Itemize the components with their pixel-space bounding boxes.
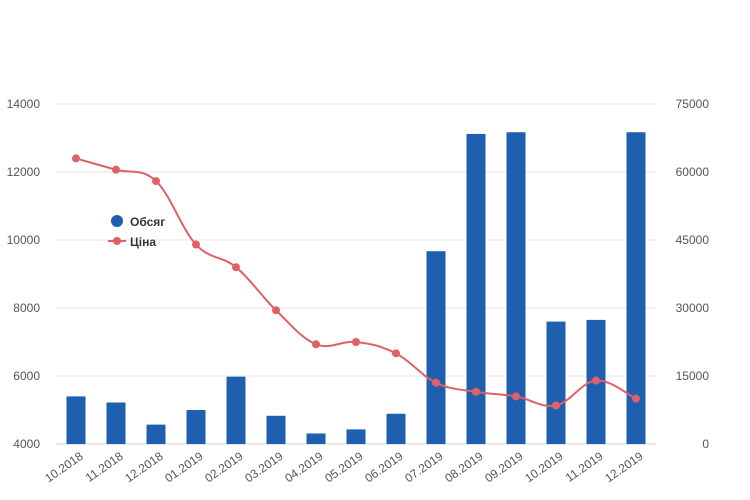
price-point <box>392 349 400 358</box>
x-axis-tick-label: 07.2019 <box>402 449 446 486</box>
line-series <box>72 154 640 410</box>
right-axis-tick-label: 60000 <box>676 165 710 179</box>
price-point <box>432 378 440 387</box>
price-point <box>72 154 80 163</box>
left-axis-tick-label: 10000 <box>7 233 41 247</box>
legend-price-marker <box>113 237 121 245</box>
price-point <box>512 392 520 401</box>
x-axis-tick-label: 08.2019 <box>442 449 486 486</box>
bar <box>306 433 326 444</box>
x-axis-tick-label: 04.2019 <box>282 449 326 486</box>
bar-series <box>66 132 646 445</box>
left-axis: 4000 6000 8000 10000 12000 14000 <box>7 97 41 451</box>
bar <box>546 321 566 444</box>
x-axis-tick-label: 09.2019 <box>482 449 526 486</box>
x-axis-tick-label: 11.2018 <box>83 449 126 485</box>
bar <box>506 132 526 444</box>
legend-volume-label: Обсяг <box>130 215 165 229</box>
legend-item-volume[interactable]: Обсяг <box>111 215 165 229</box>
bar <box>346 429 366 444</box>
x-axis-tick-label: 01.2019 <box>162 449 206 486</box>
legend-volume-swatch <box>111 215 123 227</box>
price-point <box>312 340 320 349</box>
bar <box>186 410 206 444</box>
left-axis-tick-label: 6000 <box>13 369 40 383</box>
x-axis-tick-label: 02.2019 <box>202 449 246 486</box>
x-axis-tick-label: 12.2019 <box>602 449 646 486</box>
right-axis-tick-label: 30000 <box>676 301 710 315</box>
bar <box>226 376 246 444</box>
bar <box>466 133 486 445</box>
bar <box>626 132 646 444</box>
left-axis-tick-label: 12000 <box>7 165 41 179</box>
right-axis-tick-label: 15000 <box>676 369 710 383</box>
x-axis-tick-label: 06.2019 <box>362 449 406 486</box>
price-point <box>632 394 640 403</box>
grid-lines <box>56 103 656 445</box>
right-axis-tick-label: 75000 <box>676 97 710 111</box>
left-axis-tick-label: 8000 <box>13 301 40 315</box>
price-point <box>152 177 160 186</box>
x-axis-tick-label: 10.2018 <box>42 449 86 486</box>
left-axis-tick-label: 4000 <box>13 437 40 451</box>
bar <box>266 415 286 444</box>
x-axis-tick-label: 12.2018 <box>122 449 166 486</box>
price-point <box>232 263 240 272</box>
right-axis-tick-label: 0 <box>702 437 709 451</box>
legend-price-label: Ціна <box>130 235 156 249</box>
x-axis-tick-label: 03.2019 <box>242 449 286 486</box>
price-point <box>592 376 600 385</box>
legend: Обсяг Ціна <box>108 215 165 249</box>
x-axis-tick-label: 05.2019 <box>322 449 366 486</box>
left-axis-tick-label: 14000 <box>7 97 41 111</box>
x-axis-tick-label: 11.2019 <box>563 449 606 485</box>
bar <box>66 396 86 444</box>
right-axis-tick-label: 45000 <box>676 233 710 247</box>
price-point <box>472 387 480 396</box>
bar <box>106 402 126 444</box>
price-point <box>552 401 560 410</box>
price-point <box>112 165 120 174</box>
legend-item-price[interactable]: Ціна <box>108 235 156 249</box>
bar <box>146 424 166 444</box>
price-point <box>272 306 280 315</box>
bar <box>426 251 446 444</box>
x-axis-tick-label: 10.2019 <box>522 449 566 486</box>
right-axis: 0 15000 30000 45000 60000 75000 <box>676 97 710 451</box>
price-point <box>192 240 200 249</box>
x-axis: 10.201811.201812.201801.201902.201903.20… <box>42 449 646 486</box>
price-point <box>352 338 360 346</box>
bar <box>386 413 406 444</box>
